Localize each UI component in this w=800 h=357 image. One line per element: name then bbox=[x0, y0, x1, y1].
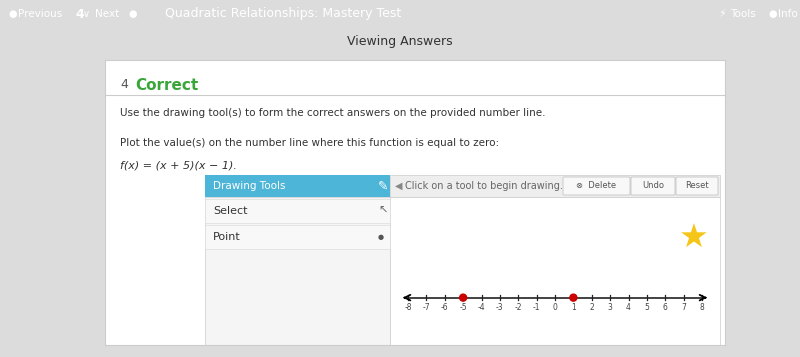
Text: Undo: Undo bbox=[642, 181, 664, 191]
Text: ↖: ↖ bbox=[378, 206, 387, 216]
Text: Quadratic Relationships: Mastery Test: Quadratic Relationships: Mastery Test bbox=[165, 7, 402, 20]
Text: 5: 5 bbox=[645, 303, 650, 312]
Text: Info: Info bbox=[778, 9, 798, 19]
FancyBboxPatch shape bbox=[390, 197, 720, 345]
Text: ●: ● bbox=[768, 9, 777, 19]
Text: ●: ● bbox=[8, 9, 17, 19]
Text: 6: 6 bbox=[663, 303, 668, 312]
Text: 4: 4 bbox=[75, 7, 84, 20]
Circle shape bbox=[460, 294, 466, 301]
Text: ★: ★ bbox=[678, 222, 709, 255]
Text: Point: Point bbox=[213, 232, 241, 242]
FancyBboxPatch shape bbox=[205, 175, 390, 197]
Text: Select: Select bbox=[213, 206, 247, 216]
Text: 4: 4 bbox=[120, 78, 128, 91]
Text: ●: ● bbox=[128, 9, 137, 19]
Text: ✎: ✎ bbox=[378, 180, 389, 192]
Text: 2: 2 bbox=[590, 303, 594, 312]
Text: Use the drawing tool(s) to form the correct answers on the provided number line.: Use the drawing tool(s) to form the corr… bbox=[120, 108, 546, 118]
Text: 0: 0 bbox=[553, 303, 558, 312]
Text: f(x) = (x + 5)(x − 1).: f(x) = (x + 5)(x − 1). bbox=[120, 160, 237, 170]
Text: Correct: Correct bbox=[135, 78, 198, 93]
Text: 3: 3 bbox=[608, 303, 613, 312]
FancyBboxPatch shape bbox=[205, 225, 390, 249]
Text: -8: -8 bbox=[404, 303, 412, 312]
Text: ⚡: ⚡ bbox=[718, 9, 726, 19]
FancyBboxPatch shape bbox=[676, 177, 718, 195]
Text: Previous: Previous bbox=[18, 9, 62, 19]
FancyBboxPatch shape bbox=[390, 175, 720, 197]
Text: -3: -3 bbox=[496, 303, 504, 312]
Text: Click on a tool to begin drawing.: Click on a tool to begin drawing. bbox=[405, 181, 563, 191]
Text: -6: -6 bbox=[441, 303, 449, 312]
Text: Drawing Tools: Drawing Tools bbox=[213, 181, 286, 191]
Text: -5: -5 bbox=[459, 303, 467, 312]
Text: -4: -4 bbox=[478, 303, 486, 312]
Text: 1: 1 bbox=[571, 303, 576, 312]
Text: Tools: Tools bbox=[730, 9, 756, 19]
FancyBboxPatch shape bbox=[631, 177, 675, 195]
Text: -2: -2 bbox=[514, 303, 522, 312]
Text: ●: ● bbox=[378, 234, 384, 240]
Text: ◀: ◀ bbox=[395, 181, 402, 191]
Text: Plot the value(s) on the number line where this function is equal to zero:: Plot the value(s) on the number line whe… bbox=[120, 138, 499, 148]
FancyBboxPatch shape bbox=[205, 199, 390, 223]
Text: Next: Next bbox=[95, 9, 119, 19]
Circle shape bbox=[570, 294, 577, 301]
Text: Viewing Answers: Viewing Answers bbox=[347, 35, 453, 48]
Text: Reset: Reset bbox=[685, 181, 709, 191]
Text: ∨: ∨ bbox=[83, 9, 90, 19]
Text: ⊗  Delete: ⊗ Delete bbox=[577, 181, 617, 191]
Text: 7: 7 bbox=[681, 303, 686, 312]
Text: 4: 4 bbox=[626, 303, 631, 312]
FancyBboxPatch shape bbox=[563, 177, 630, 195]
FancyBboxPatch shape bbox=[205, 197, 390, 345]
Text: 8: 8 bbox=[700, 303, 704, 312]
Text: -1: -1 bbox=[533, 303, 540, 312]
Text: -7: -7 bbox=[422, 303, 430, 312]
